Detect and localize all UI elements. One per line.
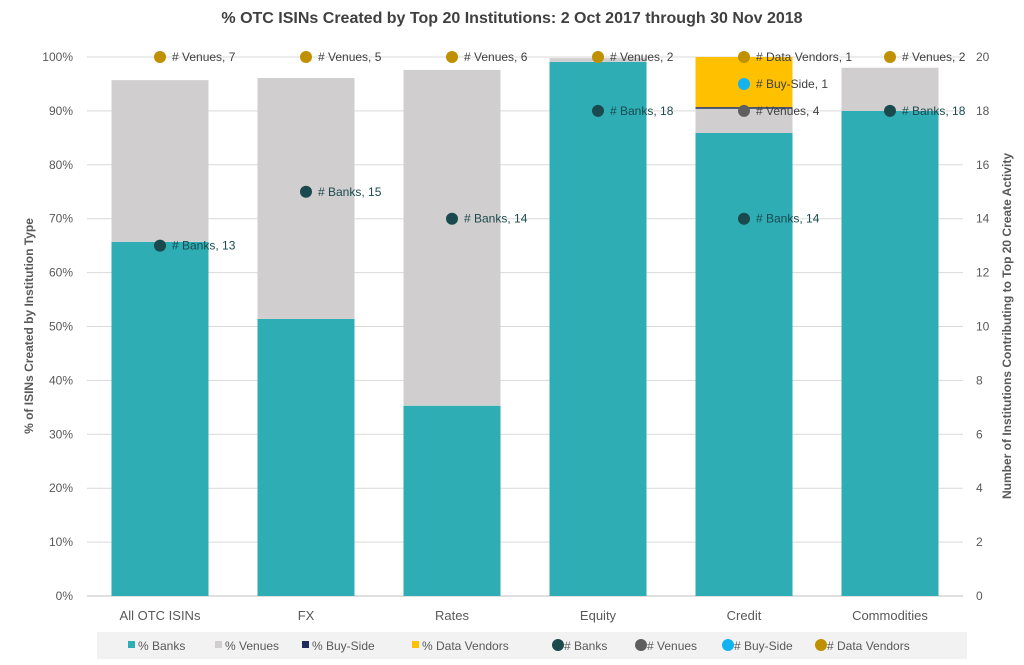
- legend-label: % Banks: [138, 639, 185, 653]
- y-tick-label: 90%: [49, 104, 73, 118]
- data-label: # Data Vendors, 1: [756, 50, 852, 64]
- y-tick-label: 10%: [49, 535, 73, 549]
- point-banks: [446, 212, 458, 225]
- bar-banks: [403, 405, 501, 596]
- bar-banks: [695, 132, 793, 596]
- x-tick-label: Equity: [580, 608, 617, 623]
- y2-tick-label: 8: [976, 373, 983, 387]
- data-label: # Buy-Side, 1: [756, 77, 828, 91]
- bar-venues: [111, 80, 209, 242]
- y2-tick-label: 4: [976, 481, 983, 495]
- bar-banks: [841, 110, 939, 597]
- point-data-vendors: [154, 51, 166, 63]
- legend-marker: [552, 639, 564, 651]
- point-data-vendors: [592, 51, 604, 63]
- legend-marker: [815, 639, 827, 651]
- y-tick-label: 40%: [49, 373, 73, 387]
- y2-tick-label: 0: [976, 589, 983, 603]
- y2-axis-label: Number of Institutions Contributing to T…: [1000, 153, 1014, 499]
- y2-tick-label: 20: [976, 50, 990, 64]
- point-data-vendors: [300, 51, 312, 63]
- y-tick-label: 100%: [42, 50, 73, 64]
- legend-marker: [722, 639, 734, 651]
- data-label: # Venues, 6: [464, 50, 528, 64]
- bar-banks: [549, 61, 647, 596]
- x-tick-label: Commodities: [852, 608, 928, 623]
- data-label: # Venues, 2: [902, 50, 966, 64]
- data-label: # Banks, 14: [756, 212, 820, 226]
- point-data-vendors: [446, 51, 458, 63]
- point-banks: [738, 212, 750, 225]
- data-label: # Venues, 4: [756, 104, 820, 118]
- x-tick-label: FX: [298, 608, 315, 623]
- chart-title: % OTC ISINs Created by Top 20 Institutio…: [221, 10, 802, 27]
- y-axis-label: % of ISINs Created by Institution Type: [22, 218, 36, 434]
- point-banks: [154, 239, 166, 252]
- legend-swatch: [128, 641, 135, 648]
- point-banks: [300, 185, 312, 198]
- point-venues: [738, 104, 750, 117]
- y2-tick-label: 12: [976, 266, 990, 280]
- point-data-vendors: [738, 51, 750, 63]
- y2-tick-label: 10: [976, 320, 990, 334]
- y-tick-label: 50%: [49, 320, 73, 334]
- point-data-vendors: [884, 51, 896, 63]
- data-label: # Banks, 15: [318, 185, 382, 199]
- y-tick-label: 80%: [49, 158, 73, 172]
- y-tick-label: 60%: [49, 266, 73, 280]
- x-tick-label: Rates: [435, 608, 469, 623]
- bar-venues: [841, 67, 939, 111]
- y2-tick-label: 16: [976, 158, 990, 172]
- bar-venues: [403, 69, 501, 406]
- point-buy-side: [738, 77, 750, 90]
- y-tick-label: 30%: [49, 427, 73, 441]
- y2-tick-label: 14: [976, 212, 990, 226]
- point-banks: [592, 104, 604, 117]
- data-label: # Venues, 5: [318, 50, 382, 64]
- legend-label: # Banks: [564, 639, 607, 653]
- legend-label: # Data Vendors: [827, 639, 910, 653]
- bar-banks: [257, 318, 355, 596]
- legend-label: # Venues: [647, 639, 697, 653]
- point-banks: [884, 104, 896, 117]
- legend-marker: [635, 639, 647, 651]
- x-tick-label: Credit: [727, 608, 762, 623]
- data-label: # Banks, 14: [464, 212, 528, 226]
- legend-label: % Venues: [225, 639, 279, 653]
- y-tick-label: 0%: [56, 589, 74, 603]
- data-label: # Venues, 7: [172, 50, 236, 64]
- legend-label: % Buy-Side: [312, 639, 375, 653]
- bar-venues: [257, 78, 355, 319]
- data-label: # Venues, 2: [610, 50, 674, 64]
- legend-swatch: [302, 641, 309, 648]
- legend-swatch: [215, 641, 222, 648]
- y2-tick-label: 18: [976, 104, 990, 118]
- y2-tick-label: 2: [976, 535, 983, 549]
- legend-swatch: [412, 641, 419, 648]
- data-label: # Banks, 18: [610, 104, 674, 118]
- legend-label: % Data Vendors: [422, 639, 509, 653]
- data-label: # Banks, 13: [172, 239, 236, 253]
- x-tick-label: All OTC ISINs: [120, 608, 201, 623]
- y-tick-label: 70%: [49, 212, 73, 226]
- bar-banks: [111, 241, 209, 596]
- y2-tick-label: 6: [976, 427, 983, 441]
- legend-label: # Buy-Side: [734, 639, 793, 653]
- y-tick-label: 20%: [49, 481, 73, 495]
- data-label: # Banks, 18: [902, 104, 966, 118]
